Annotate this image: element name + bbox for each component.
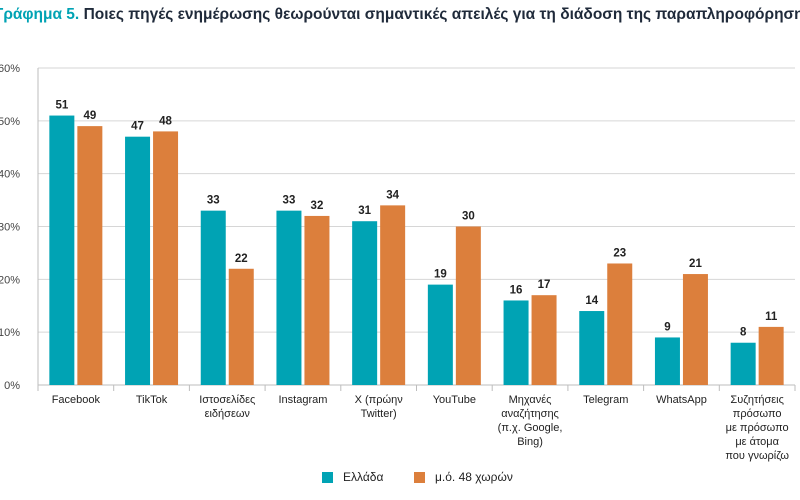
data-label: 33	[283, 195, 296, 207]
bar	[153, 131, 179, 385]
bar	[579, 311, 605, 385]
x-tick-label: Telegram	[583, 394, 628, 406]
data-label: 30	[462, 211, 475, 223]
bar	[607, 263, 633, 385]
data-label: 22	[235, 253, 248, 265]
data-label: 48	[159, 115, 172, 127]
y-tick-label: 0%	[4, 380, 20, 392]
x-tick-label: TikTok	[136, 394, 168, 406]
bar	[455, 226, 481, 385]
data-label: 11	[765, 311, 778, 323]
bar	[228, 268, 254, 385]
legend-swatch-greece	[322, 471, 333, 483]
x-tick-label: Ιστοσελίδες ειδήσεων	[199, 394, 255, 420]
bar	[503, 300, 529, 385]
y-tick-label: 40%	[0, 169, 20, 181]
x-tick-label: Instagram	[278, 394, 327, 406]
data-label: 17	[538, 279, 551, 291]
data-label: 21	[689, 258, 702, 270]
bar	[682, 274, 708, 385]
data-label: 33	[207, 195, 220, 207]
data-label: 23	[613, 247, 626, 259]
x-tick-label: Συζητήσεις πρόσωπο με πρόσωπο με άτομα που γ…	[725, 394, 789, 462]
y-tick-label: 30%	[0, 222, 20, 234]
data-label: 9	[664, 321, 670, 333]
data-label: 34	[386, 189, 399, 201]
data-label: 8	[740, 327, 747, 339]
x-tick-label: YouTube	[433, 394, 476, 406]
x-tick-label: Facebook	[52, 394, 101, 406]
x-tick-label: X (πρώην Twitter)	[355, 394, 404, 420]
bar	[200, 210, 226, 385]
figure-label: Γράφημα 5.	[0, 6, 80, 23]
bar	[531, 295, 557, 385]
data-label: 31	[358, 205, 371, 217]
data-label: 49	[83, 110, 96, 122]
y-tick-label: 10%	[0, 327, 20, 339]
legend-label-greece: Ελλάδα	[343, 470, 384, 484]
x-tick-label: Μηχανές αναζήτησης (π.χ. Google, Bing)	[498, 394, 563, 448]
bar	[758, 326, 784, 385]
data-label: 19	[434, 269, 447, 281]
y-tick-label: 20%	[0, 274, 20, 286]
bar	[654, 337, 680, 385]
data-label: 14	[585, 295, 598, 307]
bar	[380, 205, 406, 385]
bar	[125, 136, 151, 385]
bar	[304, 215, 330, 385]
y-tick-label: 60%	[0, 63, 20, 75]
bar	[77, 126, 103, 385]
legend-label-average: μ.ό. 48 χωρών	[435, 470, 513, 484]
data-label: 32	[311, 200, 324, 212]
data-label: 47	[131, 121, 144, 133]
legend: Ελλάδα μ.ό. 48 χωρών	[0, 470, 800, 490]
bar	[276, 210, 302, 385]
legend-item-greece: Ελλάδα	[322, 470, 383, 484]
legend-item-average: μ.ό. 48 χωρών	[414, 470, 513, 484]
bar	[49, 115, 75, 386]
bar	[730, 342, 756, 385]
figure-question: Ποιες πηγές ενημέρωσης θεωρούνται σημαντ…	[83, 6, 800, 23]
bar	[352, 221, 378, 385]
chart-title: Γράφημα 5. Ποιες πηγές ενημέρωσης θεωρού…	[0, 6, 800, 24]
bar	[427, 284, 453, 385]
x-tick-label: WhatsApp	[656, 394, 707, 406]
data-label: 16	[510, 284, 523, 296]
y-tick-label: 50%	[0, 116, 20, 128]
data-label: 51	[55, 100, 68, 112]
legend-swatch-average	[414, 471, 425, 483]
